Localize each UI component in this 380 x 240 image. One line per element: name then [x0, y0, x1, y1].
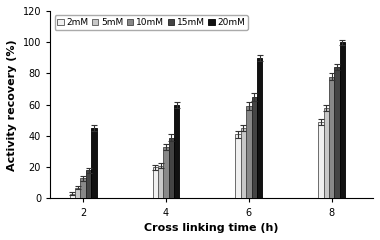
Bar — [329, 77, 334, 198]
Y-axis label: Activity recovery (%): Activity recovery (%) — [7, 39, 17, 171]
Bar — [340, 42, 345, 198]
Bar — [158, 166, 163, 198]
X-axis label: Cross linking time (h): Cross linking time (h) — [144, 223, 279, 233]
Bar — [86, 170, 91, 198]
Bar — [152, 167, 158, 198]
Bar — [257, 58, 262, 198]
Bar — [75, 187, 81, 198]
Bar — [323, 108, 329, 198]
Bar — [163, 147, 169, 198]
Bar — [81, 178, 86, 198]
Bar — [318, 122, 323, 198]
Bar — [174, 105, 179, 198]
Bar — [252, 97, 257, 198]
Bar — [241, 128, 246, 198]
Bar — [246, 106, 252, 198]
Legend: 2mM, 5mM, 10mM, 15mM, 20mM: 2mM, 5mM, 10mM, 15mM, 20mM — [55, 15, 248, 30]
Bar — [70, 194, 75, 198]
Bar — [334, 67, 340, 198]
Bar — [235, 134, 241, 198]
Bar — [169, 138, 174, 198]
Bar — [91, 128, 97, 198]
